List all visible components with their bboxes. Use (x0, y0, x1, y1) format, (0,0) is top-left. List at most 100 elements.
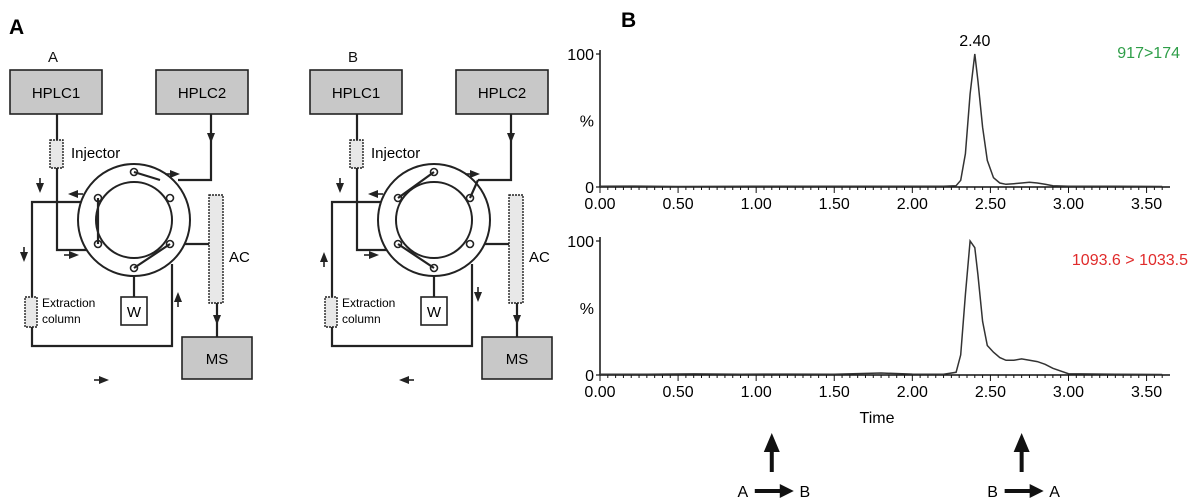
valve-inner (95, 181, 173, 259)
extraction-label-2: column (42, 312, 81, 326)
waste-box (420, 296, 448, 326)
flow-arrow-icon (336, 183, 344, 193)
extraction-label-1: Extraction (342, 296, 395, 310)
flow-arrow-icon (68, 190, 78, 198)
x-tick-label: 2.00 (897, 384, 928, 401)
schematic-title: A (48, 49, 58, 66)
extraction-label-1: Extraction (42, 296, 95, 310)
x-tick-label: 1.00 (741, 384, 772, 401)
flow-arrow-icon (474, 292, 482, 302)
x-tick-label: 2.50 (975, 196, 1006, 213)
flow-arrow-icon (170, 170, 180, 178)
ac-label: AC (529, 249, 550, 266)
flow-arrow-icon (36, 183, 44, 193)
extraction-column-box (24, 296, 38, 328)
tube-loop (330, 200, 474, 348)
chromatogram-trace (599, 238, 1163, 376)
switch-from-label: B (987, 484, 998, 501)
peak-label: 2.40 (959, 33, 990, 50)
y-axis-label: % (580, 301, 594, 318)
valve-port (465, 239, 475, 249)
tube-injector-out (355, 167, 392, 252)
y-tick-label: 0 (585, 180, 594, 197)
valve-inner (395, 181, 473, 259)
flow-arrow-icon (69, 251, 79, 259)
flow-arrow-icon (507, 133, 515, 143)
x-tick-label: 3.00 (1053, 196, 1084, 213)
switch-to-label: A (1049, 484, 1060, 501)
x-tick-label: 3.50 (1131, 196, 1162, 213)
tube-loop (30, 200, 174, 348)
x-tick-label: 1.50 (819, 384, 850, 401)
ac-column-box (208, 194, 224, 304)
ms-label: MS (506, 351, 529, 368)
x-tick-label: 3.50 (1131, 384, 1162, 401)
flow-arrow-icon (399, 376, 409, 384)
hplc2-label: HPLC2 (478, 85, 526, 102)
x-tick-label: 0.50 (663, 196, 694, 213)
injector-box (49, 139, 64, 169)
panel-label-b: B (621, 9, 637, 32)
flow-arrow-icon (513, 315, 521, 325)
hplc2-box (455, 69, 549, 115)
injector-label: Injector (71, 145, 120, 162)
switch-right-arrow-icon (1029, 484, 1044, 498)
x-tick-label: 3.00 (1053, 384, 1084, 401)
extraction-label-2: column (342, 312, 381, 326)
hplc2-box (155, 69, 249, 115)
x-axis-label: Time (860, 410, 895, 427)
switch-from-label: A (737, 484, 748, 501)
waste-label: W (127, 304, 142, 321)
ms-label: MS (206, 351, 229, 368)
y-tick-label: 100 (567, 234, 594, 251)
hplc1-label: HPLC1 (332, 85, 380, 102)
schematic-group: B HPLC1 HPLC2 MS Injector Extraction column AC W (309, 49, 553, 384)
flow-arrow-icon (213, 315, 221, 325)
valve-port (165, 193, 175, 203)
injector-label: Injector (371, 145, 420, 162)
panel-label-a: A (9, 16, 25, 39)
extraction-column-box (324, 296, 338, 328)
switch-up-arrow-icon (763, 433, 780, 452)
ms-box (481, 336, 553, 380)
x-tick-label: 0.00 (584, 196, 615, 213)
x-tick-label: 2.00 (897, 196, 928, 213)
ms-box (181, 336, 253, 380)
switch-right-arrow-icon (779, 484, 794, 498)
transition-label: 917>174 (1117, 45, 1180, 62)
flow-arrow-icon (369, 251, 379, 259)
x-tick-label: 1.00 (741, 196, 772, 213)
flow-arrow-icon (20, 252, 28, 262)
flow-arrow-icon (470, 170, 480, 178)
schematic-title: B (348, 49, 358, 66)
injector-box (349, 139, 364, 169)
hplc2-label: HPLC2 (178, 85, 226, 102)
x-tick-label: 0.00 (584, 384, 615, 401)
flow-arrow-icon (99, 376, 109, 384)
x-tick-label: 2.50 (975, 384, 1006, 401)
ac-label: AC (229, 249, 250, 266)
ac-column-box (508, 194, 524, 304)
transition-label: 1093.6 > 1033.5 (1072, 252, 1188, 269)
chromatogram-trace (599, 53, 1163, 188)
y-tick-label: 100 (567, 47, 594, 64)
flow-arrow-icon (368, 190, 378, 198)
x-tick-label: 0.50 (663, 384, 694, 401)
flow-arrow-icon (320, 252, 328, 262)
waste-label: W (427, 304, 442, 321)
schematic-group: A HPLC1 HPLC2 MS Injector Extraction column AC W (9, 49, 253, 384)
waste-box (120, 296, 148, 326)
flow-arrow-icon (207, 133, 215, 143)
hplc1-box (9, 69, 103, 115)
y-axis-label: % (580, 114, 594, 131)
hplc1-label: HPLC1 (32, 85, 80, 102)
y-tick-label: 0 (585, 368, 594, 385)
switch-to-label: B (799, 484, 810, 501)
x-tick-label: 1.50 (819, 196, 850, 213)
